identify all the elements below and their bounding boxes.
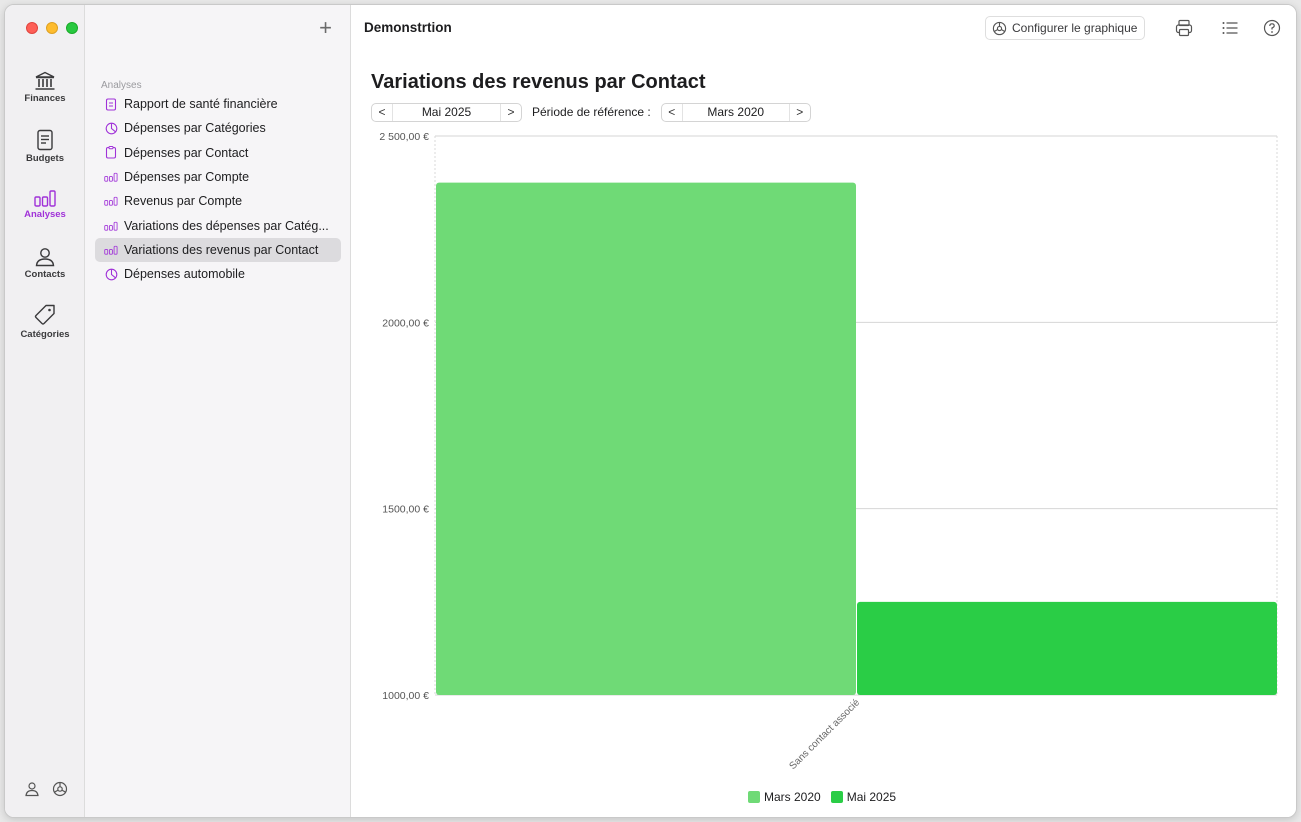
clipboard-icon (104, 146, 118, 160)
reference-period-stepper: < Mars 2020 > (660, 102, 811, 122)
rail-item-budgets[interactable]: Budgets (5, 129, 85, 164)
account-icon[interactable] (24, 781, 40, 797)
window-controls (26, 22, 78, 34)
legend-label: Mai 2025 (846, 790, 897, 804)
legend-item-series-1[interactable]: Mai 2025 (830, 790, 897, 804)
toolbar: Demonstrtion Configurer le graphique (351, 5, 1296, 51)
bar-chart-icon (34, 190, 56, 207)
report-list: Rapport de santé financière Dépenses par… (95, 92, 341, 286)
sidebar-item-label: Dépenses par Contact (124, 145, 249, 160)
sidebar-item-label: Rapport de santé financière (124, 97, 278, 112)
report-title: Variations des revenus par Contact (371, 71, 706, 93)
main-content: Demonstrtion Configurer le graphique (351, 5, 1296, 817)
rail-item-categories[interactable]: Catégories (5, 303, 85, 340)
sidebar-item-label: Variations des revenus par Contact (124, 242, 319, 257)
period-stepper: < Mai 2025 > (371, 102, 522, 122)
pie-icon (104, 121, 118, 135)
rail-item-analyses[interactable]: Analyses (5, 189, 85, 220)
sidebar-item-variations-revenus[interactable]: Variations des revenus par Contact (95, 237, 341, 263)
legend-item-series-0[interactable]: Mars 2020 (748, 790, 821, 804)
person-icon (35, 248, 55, 267)
add-report-button[interactable]: + (319, 15, 332, 40)
sidebar-section-title: Analyses (101, 80, 142, 91)
chart-settings-icon (992, 21, 1007, 35)
window-title: Demonstrtion (364, 20, 452, 35)
configure-chart-button[interactable]: Configurer le graphique (985, 16, 1146, 40)
reference-period-label: Période de référence : (532, 105, 651, 119)
reference-period-value[interactable]: Mars 2020 (681, 103, 790, 121)
app-window: Finances Budgets Analyses (4, 4, 1297, 818)
sidebar-item-label: Dépenses par Catégories (124, 121, 266, 136)
configure-chart-label: Configurer le graphique (1012, 21, 1138, 35)
rail-item-finances[interactable]: Finances (5, 71, 85, 104)
next-period-button[interactable]: > (507, 105, 515, 119)
legend-swatch (748, 791, 760, 803)
bar-0 (436, 182, 856, 696)
previous-period-button[interactable]: < (378, 105, 386, 119)
period-selector-row: < Mai 2025 > Période de référence : < Ma… (371, 102, 811, 122)
rail-item-label: Catégories (20, 329, 70, 340)
sidebar-item-variations-depenses[interactable]: Variations des dépenses par Catég... (95, 213, 341, 237)
y-tick-label: 1000,00 € (382, 690, 429, 702)
rail-item-contacts[interactable]: Contacts (5, 247, 85, 280)
rail-item-label: Budgets (26, 153, 64, 164)
bars-icon (104, 219, 118, 233)
sidebar-item-depenses-automobile[interactable]: Dépenses automobile (95, 262, 341, 286)
budget-doc-icon (37, 129, 53, 151)
navigation-rail: Finances Budgets Analyses (5, 5, 85, 817)
y-tick-label: 1500,00 € (382, 504, 429, 516)
y-tick-label: 2 500,00 € (379, 131, 429, 143)
x-tick-label: Sans contact associé (788, 697, 863, 772)
sidebar-item-label: Variations des dépenses par Catég... (124, 218, 329, 233)
y-tick-label: 2000,00 € (382, 317, 429, 329)
revenue-variation-chart: 1000,00 € 1500,00 € 2000,00 € 2 500,00 € San… (379, 131, 1278, 772)
sidebar-item-depenses-contact[interactable]: Dépenses par Contact (95, 141, 341, 165)
bars-icon (104, 243, 118, 257)
legend-swatch (830, 791, 843, 803)
zoom-window-button[interactable] (66, 22, 78, 34)
bar-1 (857, 601, 1277, 695)
print-icon[interactable] (1175, 19, 1193, 37)
pie-icon (104, 267, 118, 281)
sidebar-item-rapport-sante[interactable]: Rapport de santé financière (95, 92, 341, 116)
report-icon (104, 97, 118, 111)
chart-legend: Mars 2020 Mai 2025 (748, 790, 896, 804)
rail-item-label: Finances (24, 93, 66, 104)
rail-item-label: Contacts (24, 269, 66, 280)
sidebar-item-label: Dépenses par Compte (124, 170, 250, 185)
minimize-window-button[interactable] (46, 22, 58, 34)
rail-item-label: Analyses (24, 209, 66, 220)
sidebar-item-label: Revenus par Compte (124, 194, 243, 209)
sidebar-item-revenus-compte[interactable]: Revenus par Compte (95, 189, 341, 213)
legend-label: Mars 2020 (764, 790, 821, 804)
close-window-button[interactable] (26, 22, 38, 34)
bars-icon (104, 194, 118, 208)
help-icon[interactable] (1263, 19, 1281, 37)
analyses-sidebar: + Analyses Rapport de santé financière D… (85, 5, 351, 817)
rail-footer (24, 781, 68, 797)
bars-icon (104, 170, 118, 184)
previous-reference-period-button[interactable]: < (668, 105, 676, 119)
sidebar-item-depenses-compte[interactable]: Dépenses par Compte (95, 165, 341, 189)
sidebar-item-label: Dépenses automobile (124, 267, 245, 282)
sidebar-item-depenses-categories[interactable]: Dépenses par Catégories (95, 116, 341, 140)
settings-gear-icon[interactable] (52, 781, 68, 797)
next-reference-period-button[interactable]: > (796, 105, 804, 119)
bank-icon (35, 71, 55, 90)
tag-icon (34, 304, 55, 325)
period-value[interactable]: Mai 2025 (392, 103, 501, 121)
list-icon[interactable] (1221, 19, 1239, 37)
